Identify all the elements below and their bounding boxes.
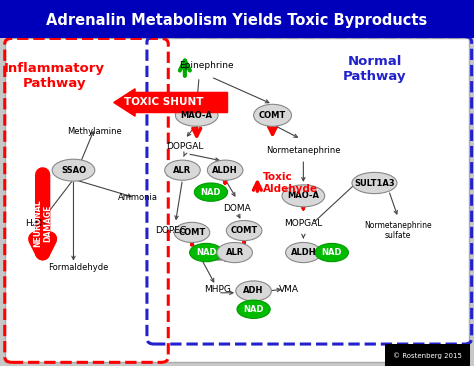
- Text: NAD: NAD: [201, 188, 221, 197]
- Text: DOPGAL: DOPGAL: [166, 142, 203, 151]
- Text: COMT: COMT: [230, 226, 258, 235]
- Text: ALR: ALR: [173, 166, 191, 175]
- Text: MHPG: MHPG: [205, 285, 231, 294]
- Ellipse shape: [285, 243, 321, 263]
- Text: Methylamine: Methylamine: [67, 127, 122, 136]
- Text: Adrenalin Metabolism Yields Toxic Byproducts: Adrenalin Metabolism Yields Toxic Byprod…: [46, 13, 428, 27]
- Ellipse shape: [254, 104, 292, 126]
- Text: Inflammatory
Pathway: Inflammatory Pathway: [4, 62, 105, 90]
- Text: COMT: COMT: [178, 228, 206, 237]
- Ellipse shape: [165, 160, 200, 180]
- FancyBboxPatch shape: [0, 0, 474, 38]
- Text: Ammonia: Ammonia: [118, 193, 157, 202]
- Ellipse shape: [175, 104, 218, 126]
- Ellipse shape: [174, 222, 210, 242]
- Ellipse shape: [207, 160, 243, 180]
- Text: DOPEG: DOPEG: [155, 226, 187, 235]
- Text: NAD: NAD: [196, 248, 217, 257]
- Text: NAD: NAD: [243, 305, 264, 314]
- Text: TOXIC SHUNT: TOXIC SHUNT: [124, 97, 203, 108]
- Text: MAO-A: MAO-A: [287, 191, 319, 200]
- Text: © Rostenberg 2015: © Rostenberg 2015: [393, 353, 462, 359]
- Text: Formaldehyde: Formaldehyde: [48, 263, 109, 272]
- Text: MAO-A: MAO-A: [181, 111, 213, 120]
- Text: Normal
Pathway: Normal Pathway: [343, 55, 406, 83]
- Ellipse shape: [227, 220, 262, 241]
- Ellipse shape: [352, 172, 397, 194]
- Ellipse shape: [236, 281, 271, 301]
- Text: VMA: VMA: [279, 285, 299, 294]
- Text: ADH: ADH: [244, 287, 264, 295]
- Text: SULT1A3: SULT1A3: [354, 179, 395, 187]
- FancyBboxPatch shape: [5, 38, 469, 362]
- Text: SSAO: SSAO: [61, 166, 86, 175]
- Text: Normetanephrine: Normetanephrine: [266, 146, 341, 154]
- Text: MOPGAL: MOPGAL: [284, 219, 322, 228]
- Text: NEURONAL
DAMAGE: NEURONAL DAMAGE: [33, 199, 52, 247]
- Text: Toxic
Aldehyde: Toxic Aldehyde: [263, 172, 318, 194]
- Text: COMT: COMT: [259, 111, 286, 120]
- Text: ALR: ALR: [226, 248, 244, 257]
- Ellipse shape: [190, 243, 223, 262]
- Text: ALDH: ALDH: [212, 166, 238, 175]
- Text: ALDH: ALDH: [291, 248, 316, 257]
- Ellipse shape: [194, 183, 228, 201]
- Text: DOMA: DOMA: [223, 204, 251, 213]
- Ellipse shape: [217, 243, 252, 263]
- Text: Epinephrine: Epinephrine: [179, 61, 234, 70]
- Text: Normetanephrine
sulfate: Normetanephrine sulfate: [365, 221, 432, 240]
- Text: H₂O₂: H₂O₂: [25, 219, 46, 228]
- Ellipse shape: [237, 300, 270, 318]
- Text: NAD: NAD: [321, 248, 342, 257]
- Ellipse shape: [282, 185, 325, 207]
- Ellipse shape: [52, 159, 95, 181]
- FancyArrow shape: [114, 89, 228, 116]
- Ellipse shape: [315, 243, 348, 262]
